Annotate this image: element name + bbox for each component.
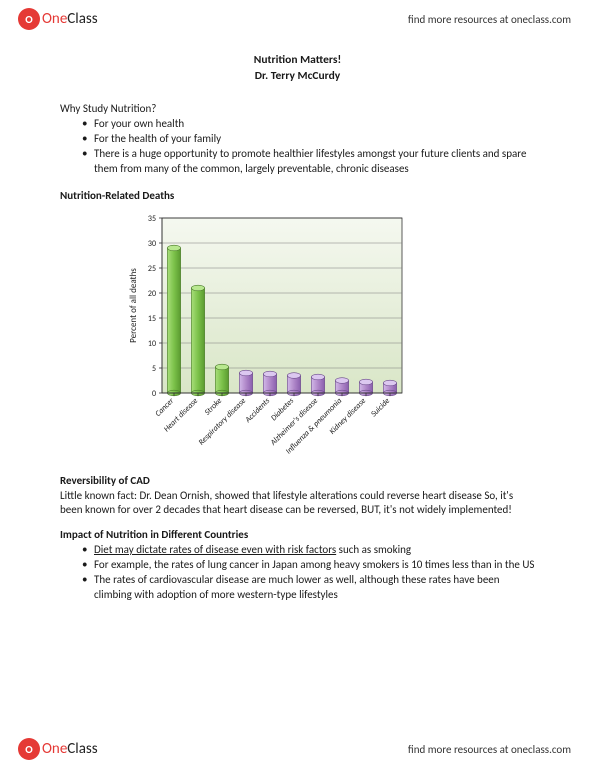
why-list: For your own health For the health of yo… [60, 117, 535, 176]
svg-text:25: 25 [148, 264, 156, 274]
list-item: There is a huge opportunity to promote h… [82, 147, 535, 177]
deaths-chart: 05101520253035Percent of all deathsCance… [120, 208, 535, 468]
impact-rest: such as smoking [336, 543, 411, 556]
bar-chart-svg: 05101520253035Percent of all deathsCance… [120, 208, 420, 468]
svg-text:Percent of all deaths: Percent of all deaths [128, 267, 139, 342]
header-resources-link[interactable]: find more resources at oneclass.com [408, 13, 571, 26]
svg-text:0: 0 [152, 389, 156, 399]
list-item: The rates of cardiovascular disease are … [82, 573, 535, 603]
page-footer: O OneClass find more resources at onecla… [0, 734, 595, 764]
cad-heading: Reversibility of CAD [60, 474, 535, 487]
svg-text:35: 35 [148, 214, 156, 224]
svg-text:Stroke: Stroke [203, 395, 225, 417]
impact-list: Diet may dictate rates of disease even w… [60, 543, 535, 602]
svg-text:20: 20 [148, 289, 156, 299]
document-title: Nutrition Matters! Dr. Terry McCurdy [60, 52, 535, 84]
logo-mark-icon: O [18, 738, 40, 760]
svg-text:15: 15 [148, 314, 156, 324]
svg-text:Suicide: Suicide [369, 395, 392, 418]
impact-underlined: Diet may dictate rates of disease even w… [94, 543, 336, 556]
why-heading: Why Study Nutrition? [60, 102, 535, 115]
title-line-1: Nutrition Matters! [60, 52, 535, 68]
impact-heading: Impact of Nutrition in Different Countri… [60, 528, 535, 541]
brand-logo[interactable]: O OneClass [18, 8, 98, 30]
list-item: For example, the rates of lung cancer in… [82, 558, 535, 573]
document-body: Nutrition Matters! Dr. Terry McCurdy Why… [0, 34, 595, 603]
logo-text: OneClass [42, 740, 98, 758]
svg-text:5: 5 [152, 364, 156, 374]
title-line-2: Dr. Terry McCurdy [60, 68, 535, 84]
svg-text:30: 30 [148, 239, 156, 249]
svg-text:Accidents: Accidents [243, 395, 273, 425]
logo-mark-icon: O [18, 8, 40, 30]
cad-text: Little known fact: Dr. Dean Ornish, show… [60, 489, 535, 519]
deaths-heading: Nutrition-Related Deaths [60, 189, 535, 202]
footer-brand-logo[interactable]: O OneClass [18, 738, 98, 760]
footer-resources-link[interactable]: find more resources at oneclass.com [408, 743, 571, 756]
svg-text:10: 10 [148, 339, 156, 349]
list-item: For the health of your family [82, 132, 535, 147]
logo-text: OneClass [42, 10, 98, 28]
page-header: O OneClass find more resources at onecla… [0, 0, 595, 34]
list-item: For your own health [82, 117, 535, 132]
list-item: Diet may dictate rates of disease even w… [82, 543, 535, 558]
